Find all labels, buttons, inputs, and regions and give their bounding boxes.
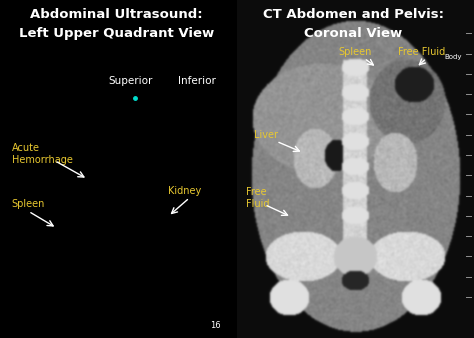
Text: Acute
Hemorrhage: Acute Hemorrhage: [12, 143, 73, 165]
Text: Coronal View: Coronal View: [304, 27, 402, 40]
Text: Abdominal Ultrasound:: Abdominal Ultrasound:: [30, 8, 202, 21]
Text: Superior: Superior: [108, 76, 153, 86]
Text: Kidney: Kidney: [168, 186, 201, 196]
Text: Liver: Liver: [254, 130, 278, 140]
Text: Left Upper Quadrant View: Left Upper Quadrant View: [18, 27, 214, 40]
Text: 16: 16: [210, 320, 220, 330]
Text: Free Fluid: Free Fluid: [398, 47, 446, 57]
Text: Free
Fluid: Free Fluid: [246, 187, 270, 209]
Text: Spleen: Spleen: [12, 199, 45, 210]
Text: Inferior: Inferior: [178, 76, 216, 86]
Text: Body: Body: [445, 54, 462, 60]
Text: Spleen: Spleen: [339, 47, 372, 57]
Text: CT Abdomen and Pelvis:: CT Abdomen and Pelvis:: [263, 8, 444, 21]
